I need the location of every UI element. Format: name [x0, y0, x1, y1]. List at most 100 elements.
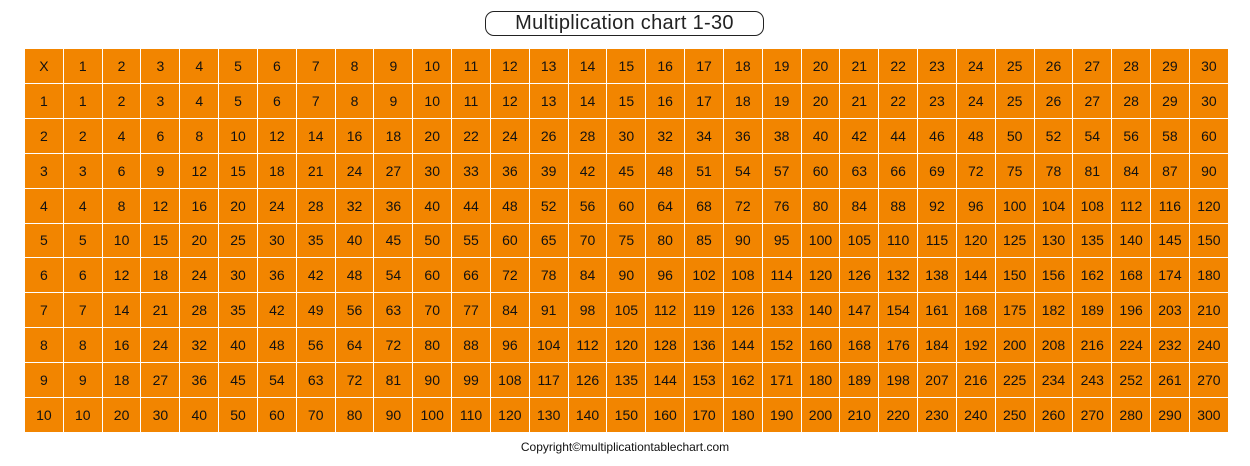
product-cell: 5	[62, 222, 103, 259]
product-cell: 162	[1072, 257, 1113, 294]
product-cell: 4	[101, 117, 142, 154]
page-title: Multiplication chart 1-30	[485, 11, 764, 36]
product-cell: 120	[1188, 187, 1230, 224]
product-cell: 7	[62, 292, 103, 329]
product-cell: 18	[373, 117, 414, 154]
product-cell: 10	[412, 82, 453, 119]
column-header: 14	[567, 48, 608, 84]
product-cell: 24	[140, 327, 181, 364]
product-cell: 60	[412, 257, 453, 294]
product-cell: 27	[1072, 82, 1113, 119]
column-header: 28	[1111, 48, 1152, 84]
product-cell: 78	[528, 257, 569, 294]
product-cell: 168	[1111, 257, 1152, 294]
column-header: 1	[62, 48, 103, 84]
column-header: 26	[1033, 48, 1074, 84]
product-cell: 12	[256, 117, 297, 154]
product-cell: 2	[101, 82, 142, 119]
product-cell: 10	[101, 222, 142, 259]
product-cell: 60	[800, 152, 841, 189]
product-cell: 216	[955, 362, 996, 399]
row-header: 3	[24, 152, 64, 189]
product-cell: 44	[451, 187, 491, 224]
product-cell: 120	[955, 222, 996, 259]
product-cell: 30	[1188, 82, 1230, 119]
product-cell: 76	[761, 187, 802, 224]
product-cell: 20	[218, 187, 258, 224]
product-cell: 58	[1150, 117, 1190, 154]
product-cell: 9	[62, 362, 103, 399]
multiplication-table: X 1 2 3 4 5 6 7 8 9 10 11 12 13 14 15 16 17 18 19 20 21 22 23 24…	[24, 48, 1230, 433]
product-cell: 161	[917, 292, 957, 329]
product-cell: 9	[140, 152, 181, 189]
product-cell: 60	[489, 222, 530, 259]
column-header: 9	[373, 48, 414, 84]
product-cell: 16	[334, 117, 375, 154]
product-cell: 135	[606, 362, 647, 399]
product-cell: 21	[839, 82, 880, 119]
product-cell: 50	[994, 117, 1035, 154]
product-cell: 16	[645, 82, 686, 119]
product-cell: 96	[489, 327, 530, 364]
column-header: 3	[140, 48, 181, 84]
product-cell: 198	[878, 362, 919, 399]
product-cell: 15	[218, 152, 258, 189]
product-cell: 119	[684, 292, 724, 329]
product-cell: 184	[917, 327, 957, 364]
product-cell: 54	[722, 152, 763, 189]
product-cell: 40	[334, 222, 375, 259]
product-cell: 170	[684, 397, 724, 433]
product-cell: 90	[412, 362, 453, 399]
product-cell: 26	[1033, 82, 1074, 119]
product-cell: 72	[334, 362, 375, 399]
column-header: 19	[761, 48, 802, 84]
product-cell: 168	[839, 327, 880, 364]
column-header: 5	[218, 48, 258, 84]
product-cell: 54	[373, 257, 414, 294]
product-cell: 27	[140, 362, 181, 399]
product-cell: 35	[218, 292, 258, 329]
product-cell: 230	[917, 397, 957, 433]
product-cell: 243	[1072, 362, 1113, 399]
product-cell: 18	[256, 152, 297, 189]
column-header: 24	[955, 48, 996, 84]
product-cell: 200	[800, 397, 841, 433]
product-cell: 140	[800, 292, 841, 329]
product-cell: 154	[878, 292, 919, 329]
multiplication-chart: X 1 2 3 4 5 6 7 8 9 10 11 12 13 14 15 16 17 18 19 20 21 22 23 24…	[24, 48, 1230, 433]
product-cell: 126	[839, 257, 880, 294]
product-cell: 24	[179, 257, 220, 294]
product-cell: 57	[761, 152, 802, 189]
product-cell: 56	[567, 187, 608, 224]
product-cell: 144	[955, 257, 996, 294]
table-row: 2 2 4 6 8 10 12 14 16 18 20 22 24 26 28 30 32 34 36 38 40 42 4…	[24, 117, 1230, 154]
product-cell: 140	[567, 397, 608, 433]
column-header: 4	[179, 48, 220, 84]
row-header: 7	[24, 292, 64, 329]
product-cell: 63	[295, 362, 336, 399]
product-cell: 10	[62, 397, 103, 433]
product-cell: 147	[839, 292, 880, 329]
product-cell: 190	[761, 397, 802, 433]
product-cell: 52	[1033, 117, 1074, 154]
product-cell: 200	[994, 327, 1035, 364]
column-header: 13	[528, 48, 569, 84]
product-cell: 84	[839, 187, 880, 224]
product-cell: 42	[295, 257, 336, 294]
product-cell: 126	[722, 292, 763, 329]
product-cell: 14	[567, 82, 608, 119]
product-cell: 182	[1033, 292, 1074, 329]
product-cell: 32	[334, 187, 375, 224]
product-cell: 8	[62, 327, 103, 364]
product-cell: 300	[1188, 397, 1230, 433]
column-header: 10	[412, 48, 453, 84]
product-cell: 33	[451, 152, 491, 189]
column-header: 25	[994, 48, 1035, 84]
product-cell: 40	[412, 187, 453, 224]
product-cell: 80	[334, 397, 375, 433]
product-cell: 189	[839, 362, 880, 399]
product-cell: 104	[1033, 187, 1074, 224]
column-header: 11	[451, 48, 491, 84]
product-cell: 25	[218, 222, 258, 259]
product-cell: 15	[606, 82, 647, 119]
